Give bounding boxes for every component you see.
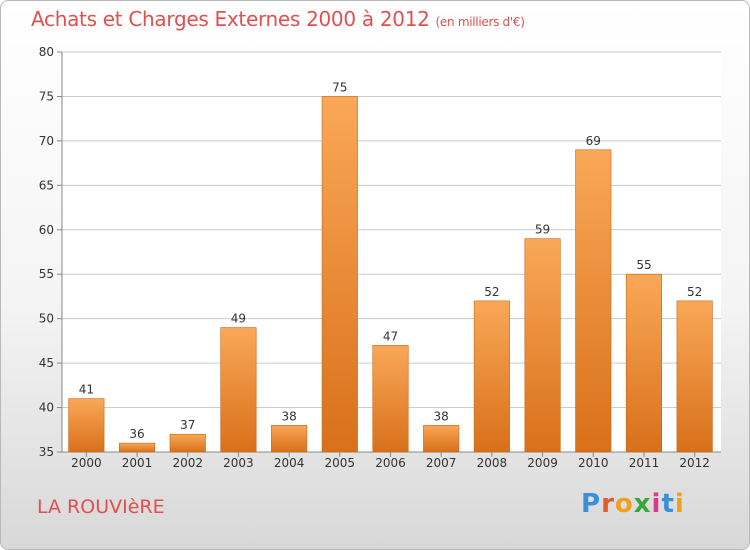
bar-2004 bbox=[271, 425, 306, 452]
y-tick-label: 65 bbox=[39, 178, 54, 192]
data-label-2011: 55 bbox=[636, 258, 651, 272]
logo-letter: o bbox=[615, 489, 634, 519]
data-label-2012: 52 bbox=[687, 285, 702, 299]
x-tick-label-2007: 2007 bbox=[426, 456, 457, 470]
bar-2006 bbox=[373, 345, 408, 452]
y-tick-label: 75 bbox=[39, 89, 54, 103]
data-label-2002: 37 bbox=[180, 418, 195, 432]
data-label-2001: 36 bbox=[129, 427, 144, 441]
data-label-2008: 52 bbox=[484, 285, 499, 299]
data-label-2010: 69 bbox=[586, 134, 601, 148]
bar-2008 bbox=[474, 301, 509, 452]
y-tick-label: 50 bbox=[39, 312, 54, 326]
logo-letter: r bbox=[601, 489, 615, 519]
data-label-2004: 38 bbox=[281, 409, 296, 423]
x-tick-label-2010: 2010 bbox=[578, 456, 609, 470]
logo-letter: x bbox=[634, 489, 652, 519]
logo-letter: P bbox=[581, 489, 601, 519]
bar-2000 bbox=[69, 399, 104, 452]
x-tick-label-2008: 2008 bbox=[477, 456, 508, 470]
y-tick-label: 60 bbox=[39, 223, 54, 237]
bar-2005 bbox=[322, 96, 357, 452]
x-tick-label-2000: 2000 bbox=[71, 456, 102, 470]
bar-2007 bbox=[423, 425, 458, 452]
x-tick-label-2001: 2001 bbox=[122, 456, 153, 470]
logo-letter: i bbox=[675, 489, 685, 519]
bar-2003 bbox=[221, 328, 256, 452]
bar-2010 bbox=[576, 150, 611, 452]
data-label-2007: 38 bbox=[434, 409, 449, 423]
logo-letter: i bbox=[652, 489, 662, 519]
bar-2012 bbox=[677, 301, 712, 452]
y-tick-label: 55 bbox=[39, 267, 54, 281]
bar-chart: 35 40 45 50 55 60 65 70 75 80 41 2000 36 2001 37 2002 49… bbox=[1, 1, 750, 550]
data-label-2003: 49 bbox=[231, 312, 246, 326]
bar-2001 bbox=[119, 443, 154, 452]
data-label-2009: 59 bbox=[535, 223, 550, 237]
logo-letter: t bbox=[661, 489, 674, 519]
proxiti-logo: Proxiti bbox=[581, 489, 685, 519]
chart-frame: Achats et Charges Externes 2000 à 2012 (e… bbox=[0, 0, 750, 550]
x-tick-label-2006: 2006 bbox=[375, 456, 406, 470]
data-label-2005: 75 bbox=[332, 80, 347, 94]
x-tick-label-2004: 2004 bbox=[274, 456, 305, 470]
location-name: LA ROUVIèRE bbox=[37, 496, 165, 518]
bar-2011 bbox=[626, 274, 661, 452]
data-label-2000: 41 bbox=[79, 383, 94, 397]
y-tick-label: 35 bbox=[39, 445, 54, 459]
x-tick-label-2002: 2002 bbox=[172, 456, 203, 470]
bar-2002 bbox=[170, 434, 205, 452]
y-tick-label: 45 bbox=[39, 356, 54, 370]
x-tick-label-2005: 2005 bbox=[325, 456, 356, 470]
x-tick-label-2011: 2011 bbox=[629, 456, 660, 470]
data-label-2006: 47 bbox=[383, 329, 398, 343]
x-tick-label-2009: 2009 bbox=[527, 456, 558, 470]
bar-2009 bbox=[525, 239, 560, 452]
y-tick-label: 70 bbox=[39, 134, 54, 148]
y-tick-label: 80 bbox=[39, 45, 54, 59]
x-tick-label-2012: 2012 bbox=[679, 456, 710, 470]
y-tick-label: 40 bbox=[39, 401, 54, 415]
x-tick-label-2003: 2003 bbox=[223, 456, 254, 470]
